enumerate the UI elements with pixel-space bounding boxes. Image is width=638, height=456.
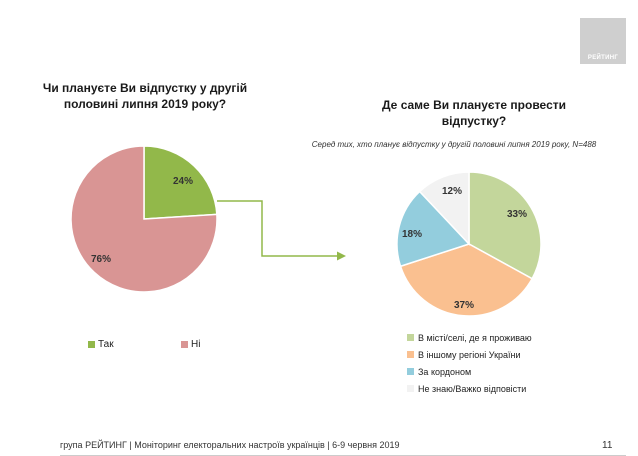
right-chart-subtitle: Серед тих, хто планує відпустку у другій…	[311, 140, 597, 149]
right-title-line-2: відпустку?	[441, 114, 507, 128]
pie-slice-label: 12%	[442, 186, 462, 197]
legend-swatch-abroad	[407, 368, 414, 375]
footer-text: група РЕЙТИНГ | Моніторинг електоральних…	[60, 440, 400, 450]
pie-slice	[143, 145, 218, 220]
legend-left-item-yes: Так	[88, 339, 114, 350]
legend-right-item: Не знаю/Важко відповісти	[407, 380, 532, 397]
legend-yes-label: Так	[98, 339, 114, 350]
legend-label-dont-know: Не знаю/Важко відповісти	[418, 383, 527, 394]
connector-arrow-line	[217, 200, 338, 257]
pie-slice	[418, 171, 470, 246]
legend-right-item: В місті/селі, де я проживаю	[407, 329, 532, 346]
left-chart-title: Чи плануєте Ви відпустку у другій полови…	[40, 80, 250, 112]
pie-slice-label: 33%	[507, 209, 527, 220]
right-chart-title: Де саме Ви плануєте провести відпустку?	[352, 97, 596, 129]
legend-yes-swatch	[88, 341, 95, 348]
legend-swatch-other-region	[407, 351, 414, 358]
pie-slice	[468, 171, 542, 280]
pie-slice-label: 18%	[402, 229, 422, 240]
legend-right: В місті/селі, де я проживаю В іншому рег…	[407, 329, 532, 397]
legend-no-swatch	[181, 341, 188, 348]
legend-no-label: Ні	[191, 339, 201, 350]
left-pie-chart: 24% 76%	[70, 145, 218, 293]
page-number: 11	[602, 440, 613, 451]
legend-right-item: В іншому регіоні України	[407, 346, 532, 363]
legend-left-item-no: Ні	[181, 339, 200, 350]
left-title-line-2: половині липня 2019 року?	[63, 97, 227, 111]
brand-logo: РЕЙТИНГ	[580, 18, 626, 64]
left-title-line-1: Чи плануєте Ви відпустку у другій	[42, 81, 248, 95]
connector-arrow-head	[337, 251, 346, 261]
right-title-line-1: Де саме Ви плануєте провести	[381, 98, 566, 112]
legend-swatch-home	[407, 334, 414, 341]
pie-slice	[396, 190, 471, 268]
legend-label-other-region: В іншому регіоні України	[418, 349, 521, 360]
legend-label-abroad: За кордоном	[418, 366, 472, 377]
brand-logo-text: РЕЙТИНГ	[587, 55, 619, 61]
legend-right-item: За кордоном	[407, 363, 532, 380]
pie-slice-label: 24%	[173, 176, 193, 187]
pie-slice-label: 76%	[91, 254, 111, 265]
pie-slice-label: 37%	[454, 300, 474, 311]
pie-slice	[70, 145, 218, 293]
right-pie-chart: 33% 37% 18% 12%	[396, 171, 542, 317]
legend-label-home: В місті/селі, де я проживаю	[418, 332, 532, 343]
legend-swatch-dont-know	[407, 385, 414, 392]
pie-slice	[399, 243, 534, 317]
